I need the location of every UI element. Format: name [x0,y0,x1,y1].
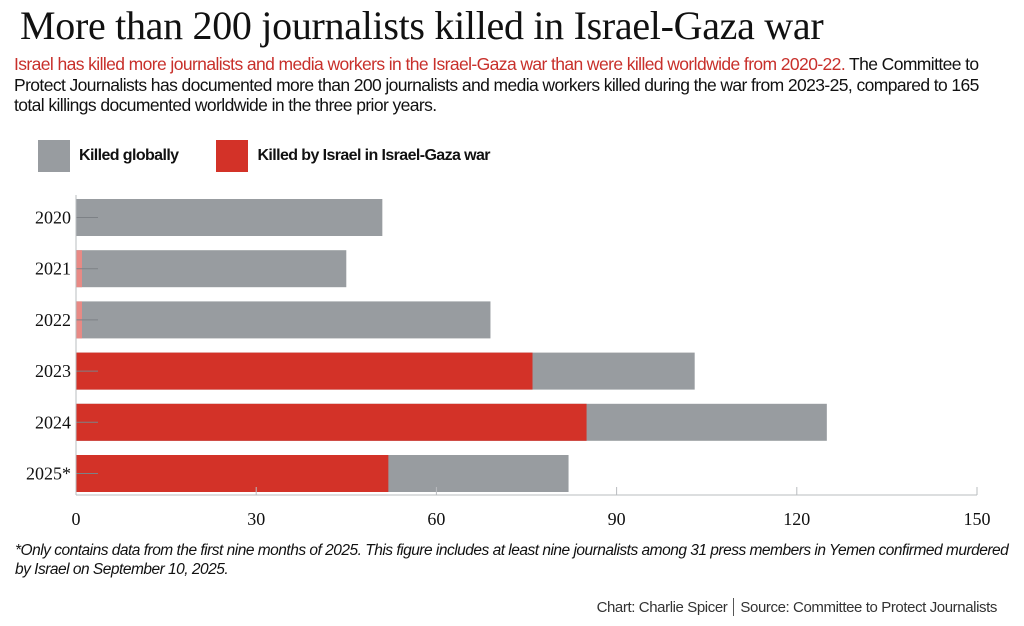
footnote: *Only contains data from the first nine … [15,542,1009,578]
bar-killed-globally-2022 [76,301,491,339]
y-tick-label: 2021 [35,259,71,279]
y-tick-label: 2025* [26,464,71,484]
y-tick-label: 2023 [35,361,71,381]
x-tick-label: 30 [247,509,265,529]
y-tick-label: 2022 [35,310,71,330]
legend-item-killed-globally: Killed globally [38,140,179,172]
bar-killed-by-israel-2023 [76,352,533,390]
legend-label-killed-by-israel: Killed by Israel in Israel-Gaza war [257,147,490,164]
bar-killed-by-israel-2025 [76,455,389,492]
x-tick-label: 150 [964,509,991,529]
subtitle-body: The Committee to Protect Journalists has… [14,54,979,115]
y-tick-label: 2024 [35,412,71,432]
x-tick-label: 0 [72,509,81,529]
credits: Chart: Charlie Spicer Source: Committee … [597,598,997,616]
subtitle-highlight: Israel has killed more journalists and m… [14,54,846,74]
legend-item-killed-by-israel: Killed by Israel in Israel-Gaza war [216,140,491,172]
x-tick-label: 90 [608,509,626,529]
bar-killed-globally-2021 [76,250,347,288]
legend: Killed globally Killed by Israel in Isra… [38,140,528,172]
x-tick-label: 120 [783,509,810,529]
credit-divider [733,598,735,616]
chart-credit: Chart: Charlie Spicer [596,598,728,616]
legend-label-killed-globally: Killed globally [79,147,179,164]
bar-chart: 2020 2021 2022 2023 2024 2025* 0 30 60 90 120 150 [26,195,991,529]
chart-title: More than 200 journalists killed in Isra… [20,3,824,48]
legend-swatch-killed-globally [38,140,70,172]
x-tick-label: 60 [427,509,445,529]
bar-killed-globally-2020 [76,199,383,236]
y-tick-label: 2020 [35,208,71,228]
chart-subtitle: Israel has killed more journalists and m… [14,54,1004,116]
source-credit: Source: Committee to Protect Journalists [740,598,997,616]
bar-killed-by-israel-2024 [76,403,587,441]
legend-swatch-killed-by-israel [216,140,249,172]
